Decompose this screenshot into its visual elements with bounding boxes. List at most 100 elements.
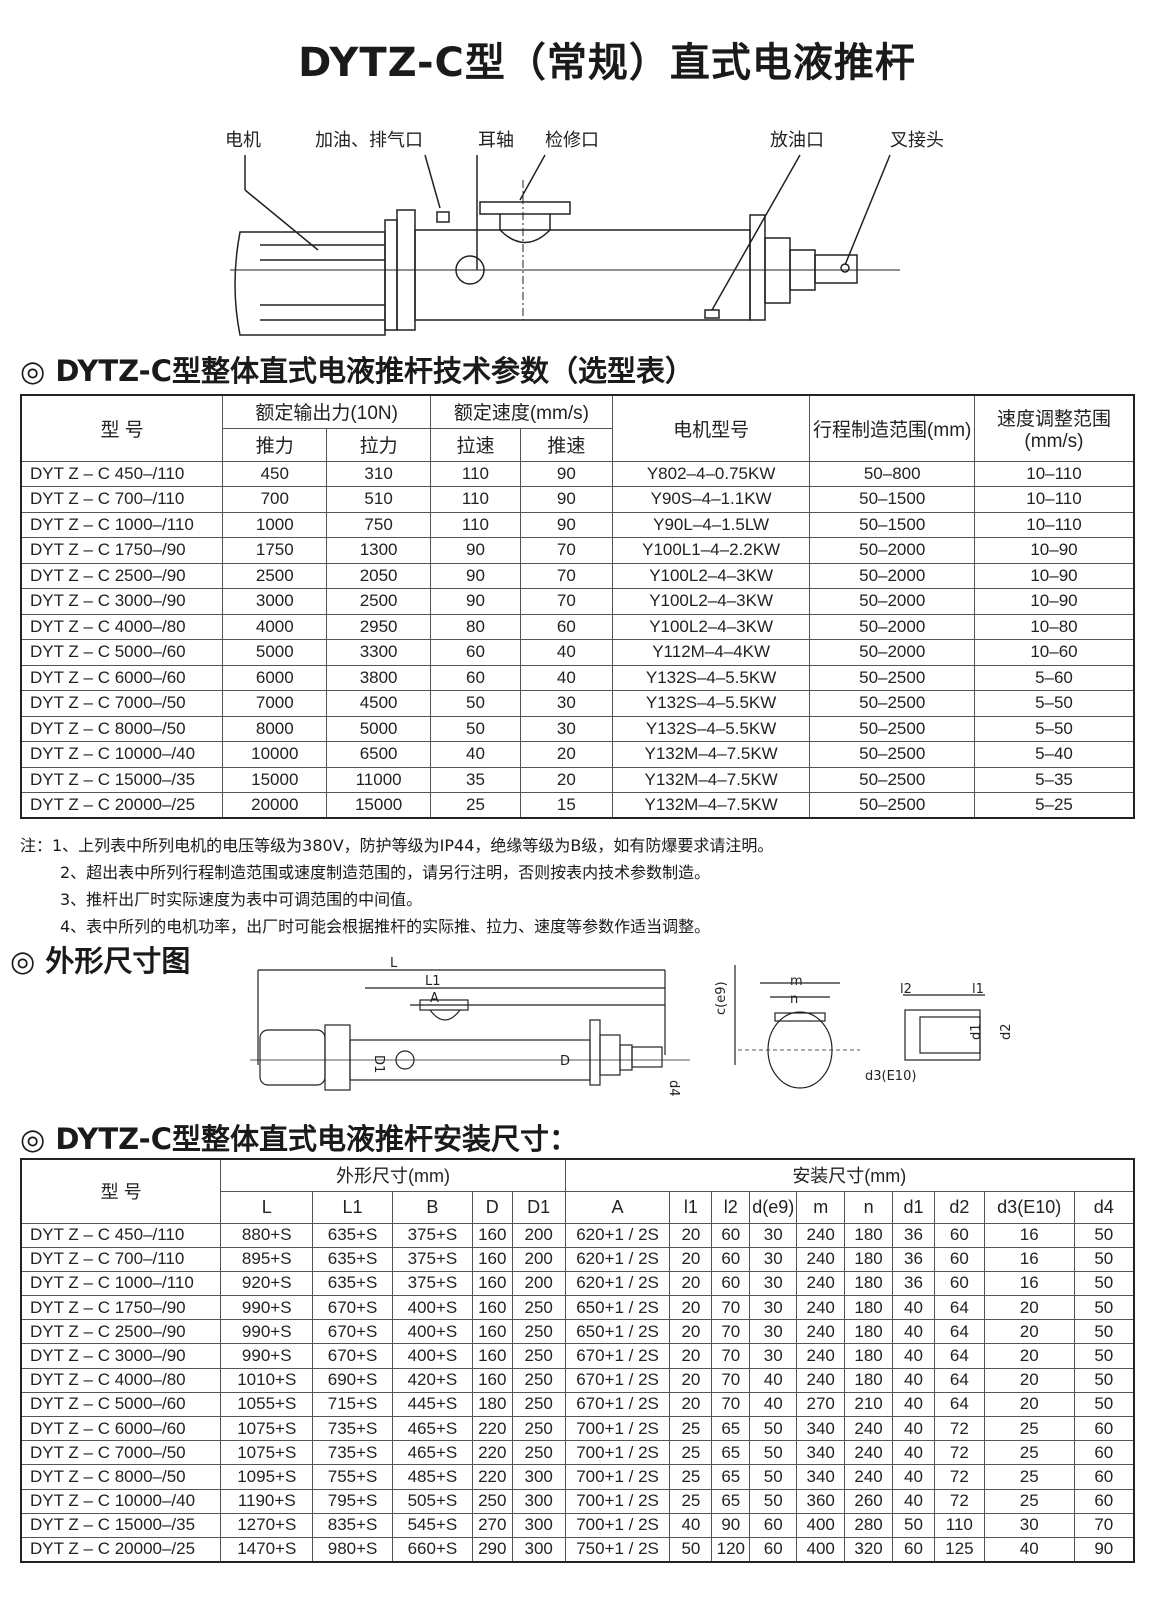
table-row: DYT Z – C 3000–/90 990+S 670+S 400+S 160 250 6…	[20, 1343, 1135, 1369]
cell-push-speed: 60	[519, 613, 613, 640]
cell-stroke-range: 50–2500	[809, 766, 975, 793]
cell-d1: 40	[892, 1415, 935, 1442]
cell-l2: 65	[711, 1440, 751, 1466]
cell-d: 160	[471, 1270, 513, 1297]
cell-push-speed: 70	[519, 562, 613, 589]
table-row: DYT Z – C 450–/110 880+S 635+S 375+S 160 200 6…	[20, 1222, 1135, 1248]
cell-push-force: 20000	[222, 792, 328, 819]
cell-l1: 25	[669, 1488, 713, 1514]
label-fork: 叉接头	[890, 130, 944, 151]
cell-stroke-range: 50–2500	[809, 792, 975, 819]
cell-l2: 70	[711, 1367, 751, 1393]
table-row: DYT Z – C 1000–/110 1000 750 110 90 Y90L–4–1.…	[20, 511, 1135, 538]
tech-params-table: 型 号 额定输出力(10N) 额定速度(mm/s) 电机型号 行程制造范围(mm…	[20, 394, 1135, 819]
cell-push-force: 3000	[222, 588, 328, 615]
cell-d1: 250	[511, 1367, 566, 1393]
cell-model: DYT Z – C 6000–/60	[20, 664, 224, 691]
cell-de9: 30	[749, 1222, 798, 1248]
header-pull-speed: 拉速	[430, 427, 521, 462]
cell-speed-range: 5–50	[973, 690, 1135, 717]
cell-stroke-range: 50–2000	[809, 639, 975, 666]
cell-b: 505+S	[391, 1488, 473, 1514]
cell-d1: 200	[511, 1222, 566, 1248]
cell-l2: 65	[711, 1464, 751, 1490]
dim-d2: d2	[999, 1023, 1014, 1040]
cell-d1: 40	[892, 1464, 935, 1490]
dim-A: A	[430, 991, 439, 1006]
cell-push-force: 2500	[222, 562, 328, 589]
cell-push-force: 1750	[222, 537, 328, 564]
cell-d4: 50	[1073, 1246, 1135, 1272]
cell-l: 990+S	[220, 1343, 314, 1369]
cell-n: 180	[844, 1295, 894, 1321]
cell-pull-speed: 110	[430, 486, 521, 513]
cell-l1: 690+S	[312, 1367, 393, 1393]
cell-l2: 90	[711, 1512, 751, 1538]
cell-motor-model: Y132M–4–7.5KW	[611, 741, 811, 768]
cell-a: 620+1 / 2S	[564, 1246, 671, 1272]
cell-l: 880+S	[220, 1222, 314, 1248]
cell-d: 160	[471, 1343, 513, 1369]
cell-de9: 30	[749, 1270, 798, 1297]
cell-d: 270	[471, 1512, 513, 1538]
cell-pull-force: 4500	[326, 690, 432, 717]
cell-d4: 50	[1073, 1367, 1135, 1393]
header-col-b: B	[391, 1190, 473, 1224]
cell-speed-range: 5–50	[973, 715, 1135, 742]
dim-l2: l2	[900, 982, 912, 997]
cell-motor-model: Y132M–4–7.5KW	[611, 766, 811, 793]
cell-model: DYT Z – C 6000–/60	[20, 1415, 222, 1442]
header-push-force: 推力	[222, 427, 328, 462]
cell-stroke-range: 50–2500	[809, 690, 975, 717]
cell-push-speed: 15	[519, 792, 613, 819]
label-inspection: 检修口	[545, 130, 599, 151]
cell-pull-force: 5000	[326, 715, 432, 742]
cell-b: 485+S	[391, 1464, 473, 1490]
cell-l2: 65	[711, 1488, 751, 1514]
cell-l1: 25	[669, 1464, 713, 1490]
table-row: DYT Z – C 15000–/35 1270+S 835+S 545+S 270 30…	[20, 1512, 1135, 1538]
cell-d3e10: 40	[983, 1536, 1075, 1563]
cell-l1: 20	[669, 1295, 713, 1321]
dim-D: D	[560, 1054, 570, 1069]
cell-model: DYT Z – C 2500–/90	[20, 562, 224, 589]
header-rated-force: 额定输出力(10N)	[222, 394, 432, 429]
cell-push-speed: 40	[519, 664, 613, 691]
cell-push-speed: 90	[519, 511, 613, 538]
tech-params-body: DYT Z – C 450–/110 450 310 110 90 Y802–4–0.75…	[20, 460, 1135, 819]
cell-l2: 70	[711, 1319, 751, 1345]
cell-m: 240	[796, 1222, 846, 1248]
cell-pull-force: 15000	[326, 792, 432, 819]
header-rated-speed: 额定速度(mm/s)	[430, 394, 613, 429]
cell-d4: 50	[1073, 1295, 1135, 1321]
cell-motor-model: Y90S–4–1.1KW	[611, 486, 811, 513]
table-row: DYT Z – C 4000–/80 1010+S 690+S 420+S 160 250…	[20, 1367, 1135, 1393]
cell-d3e10: 20	[983, 1391, 1075, 1418]
cell-l: 1075+S	[220, 1440, 314, 1466]
cell-n: 180	[844, 1319, 894, 1345]
cell-n: 320	[844, 1536, 894, 1563]
header-install-dims: 安装尺寸(mm)	[564, 1158, 1135, 1192]
cell-d3e10: 25	[983, 1464, 1075, 1490]
cell-l1: 735+S	[312, 1440, 393, 1466]
cell-l1: 635+S	[312, 1270, 393, 1297]
cell-d2: 64	[933, 1391, 985, 1418]
header-model: 型 号	[20, 1158, 222, 1224]
dim-d3: d3(E10)	[865, 1069, 916, 1084]
cell-d3e10: 20	[983, 1319, 1075, 1345]
cell-d1: 250	[511, 1319, 566, 1345]
cell-l1: 670+S	[312, 1295, 393, 1321]
cell-a: 700+1 / 2S	[564, 1488, 671, 1514]
header-stroke-range: 行程制造范围(mm)	[809, 394, 975, 462]
cell-l2: 60	[711, 1270, 751, 1297]
header-col-d1: D1	[511, 1190, 566, 1224]
cell-de9: 40	[749, 1367, 798, 1393]
label-trunnion: 耳轴	[478, 130, 514, 151]
cell-d2: 72	[933, 1415, 985, 1442]
cell-a: 650+1 / 2S	[564, 1295, 671, 1321]
cell-stroke-range: 50–2500	[809, 664, 975, 691]
cell-d: 160	[471, 1319, 513, 1345]
cell-d1: 40	[892, 1391, 935, 1418]
svg-text:电机: 电机	[225, 130, 261, 151]
table-row: DYT Z – C 700–/110 700 510 110 90 Y90S–4–1.1K…	[20, 486, 1135, 513]
